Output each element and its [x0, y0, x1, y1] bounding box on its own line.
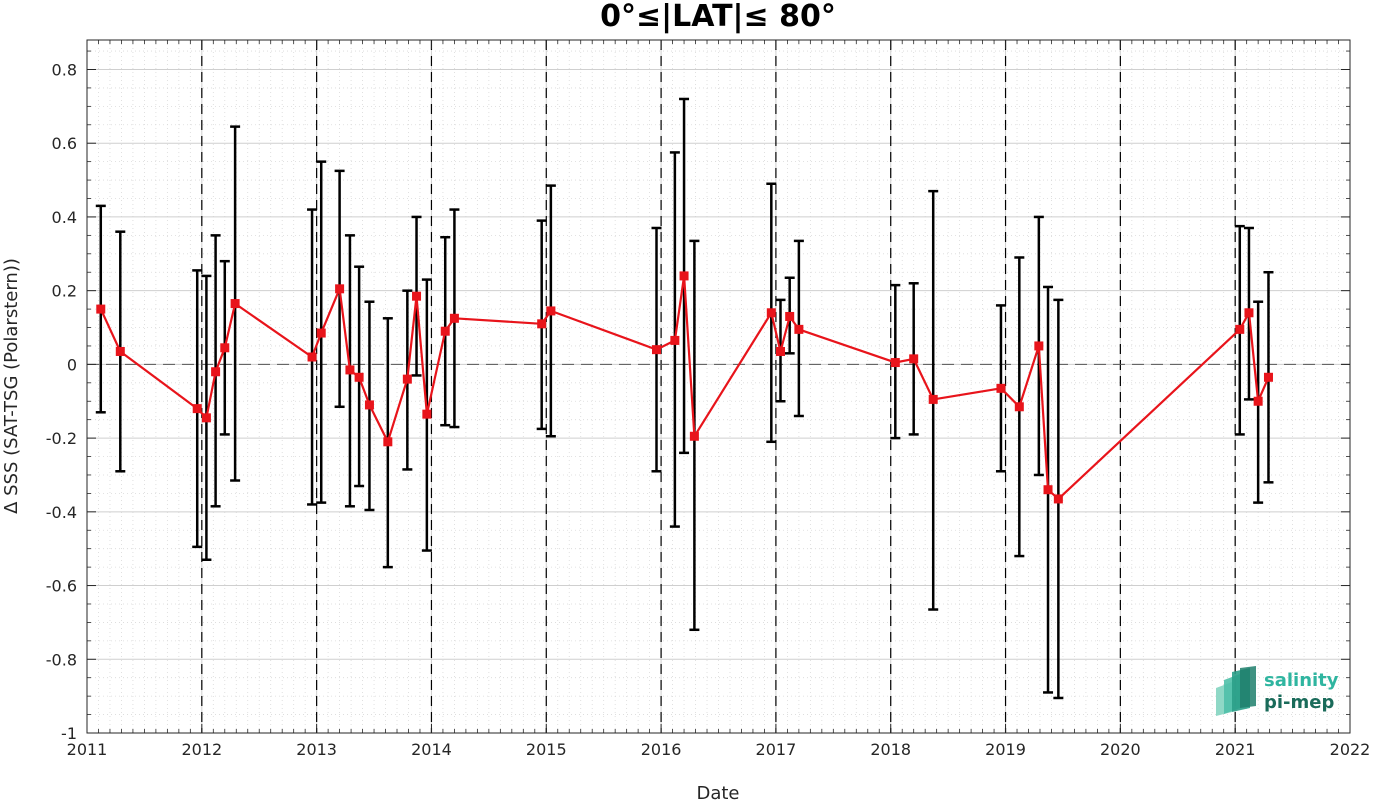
data-point	[335, 284, 345, 294]
data-point	[670, 335, 680, 345]
reference-lines	[87, 40, 1350, 733]
x-tick-label: 2022	[1330, 740, 1371, 759]
data-point	[794, 324, 804, 334]
data-point	[115, 346, 125, 356]
data-point	[449, 313, 459, 323]
x-tick-label: 2021	[1215, 740, 1256, 759]
data-point	[1053, 494, 1063, 504]
x-tick-label: 2011	[67, 740, 108, 759]
data-point	[1034, 341, 1044, 351]
y-axis-label: Δ SSS (SAT-TSG (Polarstern))	[1, 258, 22, 514]
data-point	[1253, 396, 1263, 406]
data-point	[1014, 402, 1024, 412]
x-tick-label: 2014	[411, 740, 452, 759]
x-tick-label: 2015	[526, 740, 567, 759]
data-markers	[96, 271, 1273, 504]
data-point	[766, 308, 776, 318]
logo-text-pi-mep: pi-mep	[1264, 692, 1334, 713]
data-point	[1043, 485, 1053, 495]
x-tick-label: 2018	[870, 740, 911, 759]
axes-frame	[86, 39, 1351, 734]
salinity-pi-mep-logo: salinity pi-mep	[1216, 666, 1339, 716]
data-point	[1263, 372, 1273, 382]
data-point	[412, 291, 422, 301]
data-point	[201, 413, 211, 423]
data-point	[996, 383, 1006, 393]
data-point	[546, 306, 556, 316]
data-point	[230, 299, 240, 309]
data-point	[890, 358, 900, 368]
y-tick-label: 0.8	[52, 60, 77, 79]
data-point	[422, 409, 432, 419]
x-tick-label: 2016	[641, 740, 682, 759]
data-point	[364, 400, 374, 410]
data-point	[1244, 308, 1254, 318]
y-tick-label: -0.8	[46, 650, 77, 669]
x-tick-label: 2013	[296, 740, 337, 759]
data-point	[402, 374, 412, 384]
logo-wave-icon	[1216, 666, 1256, 716]
y-tick-label: 0	[67, 355, 77, 374]
y-tick-label: -0.2	[46, 429, 77, 448]
data-point	[689, 431, 699, 441]
data-point	[785, 311, 795, 321]
data-point	[345, 365, 355, 375]
data-point	[537, 319, 547, 329]
data-point	[354, 372, 364, 382]
x-tick-label: 2012	[181, 740, 222, 759]
data-point	[440, 326, 450, 336]
y-tick-label: 0.4	[52, 208, 77, 227]
data-point	[383, 437, 393, 447]
y-tick-label: 0.6	[52, 134, 77, 153]
data-point	[211, 367, 221, 377]
data-point	[909, 354, 919, 364]
data-point	[1235, 324, 1245, 334]
x-tick-label: 2017	[756, 740, 797, 759]
data-point	[316, 328, 326, 338]
data-point	[776, 346, 786, 356]
data-point	[220, 343, 230, 353]
data-point	[679, 271, 689, 281]
data-point	[651, 345, 661, 355]
data-point	[928, 394, 938, 404]
x-tick-label: 2019	[985, 740, 1026, 759]
y-tick-label: -1	[61, 724, 77, 743]
chart-title: 0°≤|LAT|≤ 80°	[600, 0, 836, 34]
data-point	[307, 352, 317, 362]
y-tick-label: -0.4	[46, 503, 77, 522]
tick-labels: 2011 2012 2013 2014 2015 2016 2017 2018 2019 2020…	[46, 60, 1371, 759]
data-point	[96, 304, 106, 314]
logo-text-salinity: salinity	[1264, 670, 1339, 691]
x-tick-label: 2020	[1100, 740, 1141, 759]
x-axis-label: Date	[696, 783, 739, 801]
y-tick-label: -0.6	[46, 577, 77, 596]
data-point	[192, 404, 202, 414]
y-tick-label: 0.2	[52, 282, 77, 301]
